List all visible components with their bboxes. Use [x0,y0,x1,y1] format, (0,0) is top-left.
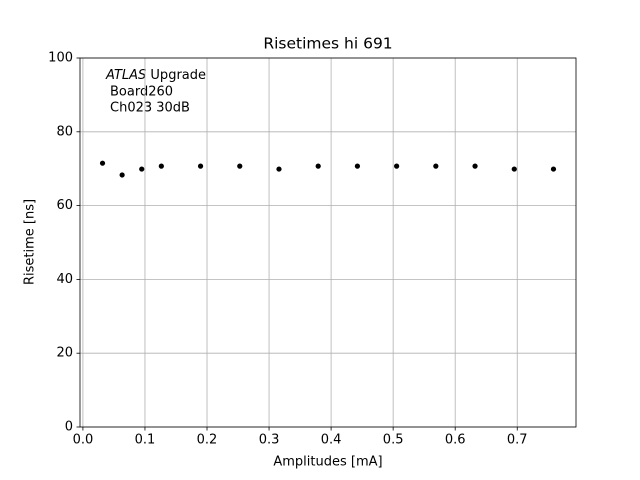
y-tick-label: 100 [48,51,73,66]
annotation-italic: ATLAS [105,68,146,83]
point [276,166,282,172]
point [158,163,164,169]
x-tick-label: 0.4 [321,433,342,448]
y-tick-label: 40 [56,272,73,287]
x-tick-label: 0.7 [507,433,528,448]
point [511,166,517,172]
y-tick-label: 20 [56,346,73,361]
point [139,166,145,172]
point [550,166,557,172]
point [315,163,321,169]
annotation: ATLAS Upgrade [105,68,206,83]
y-tick-label: 80 [56,124,73,139]
point [99,160,106,166]
chart-title: Risetimes hi 691 [263,35,392,53]
annotation-rest: Upgrade [150,68,206,83]
y-tick-label: 0 [65,420,73,435]
x-tick-label: 0.5 [383,433,404,448]
point [197,163,204,169]
annotation-line: Ch023 30dB [110,101,190,116]
point [354,163,361,169]
x-tick-label: 0.6 [445,433,466,448]
annotation-line: Board260 [110,85,173,100]
y-axis-label: Risetime [ns] [23,199,38,285]
point [433,163,439,169]
plot-frame [79,57,577,428]
x-tick-label: 0.0 [73,433,94,448]
x-axis-label: Amplitudes [mA] [273,455,382,470]
x-tick-label: 0.2 [197,433,218,448]
point [394,163,400,169]
x-tick-label: 0.3 [259,433,280,448]
x-tick-label: 0.1 [135,433,156,448]
point [119,172,125,178]
y-tick-label: 60 [56,198,73,213]
point [472,163,478,169]
point [237,163,243,169]
